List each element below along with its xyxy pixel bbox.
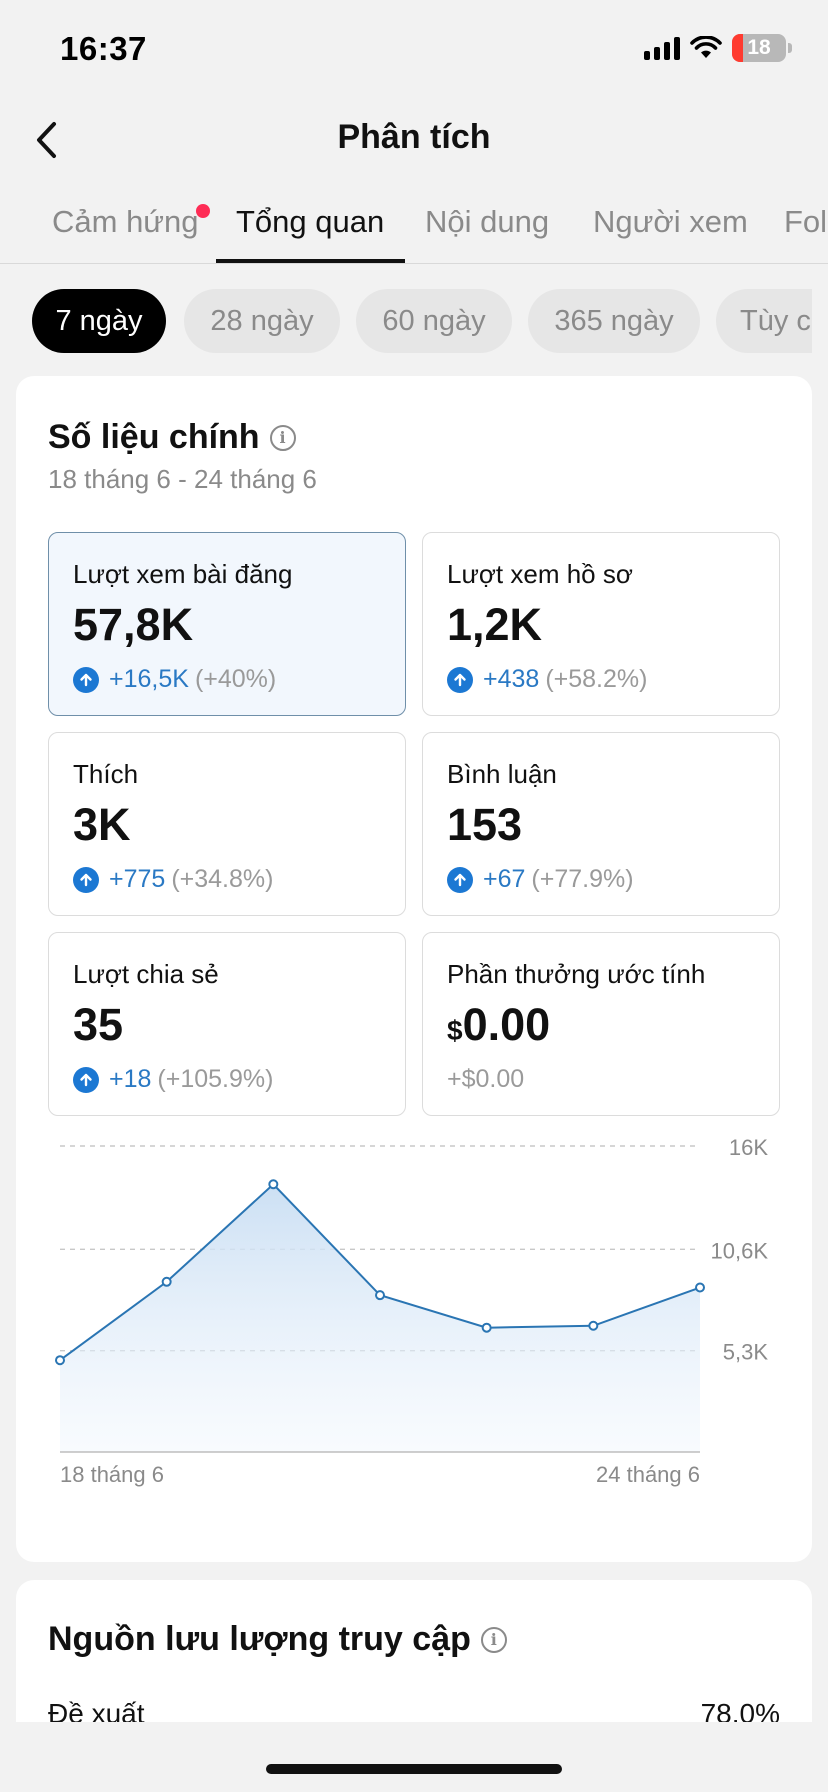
traffic-sources-header: Nguồn lưu lượng truy cập i: [48, 1620, 507, 1659]
metric-label: Thích: [73, 759, 139, 789]
metric-comments[interactable]: Bình luận 153 +67 (+77.9%): [422, 732, 780, 916]
notification-dot: [196, 204, 210, 218]
metric-value: 153: [447, 799, 523, 850]
metric-percent: (+105.9%): [157, 1065, 274, 1093]
status-time: 16:37: [60, 30, 147, 67]
arrow-up-icon: [447, 866, 473, 893]
metric-shares[interactable]: Lượt chia sẻ 35 +18 (+105.9%): [48, 932, 406, 1116]
tab-bar: Cảm hứng Tổng quan Nội dung Người xem Fo…: [0, 190, 828, 264]
metric-value: 1,2K: [447, 599, 543, 650]
tab-inspiration[interactable]: Cảm hứng: [52, 204, 199, 239]
metric-delta: +67: [483, 865, 526, 893]
metric-change: +16,5K (+40%): [73, 665, 276, 694]
post-views-chart: 16K 10,6K 5,3K 18 tháng 6 24 tháng 6: [55, 1136, 769, 1487]
metric-percent: (+58.2%): [545, 665, 648, 693]
metric-label: Lượt xem hồ sơ: [447, 559, 633, 589]
data-point: [161, 1276, 172, 1287]
battery-level: 18: [747, 36, 771, 59]
metric-post-views[interactable]: Lượt xem bài đăng 57,8K +16,5K (+40%): [48, 532, 406, 716]
date-range-label: 18 tháng 6 - 24 tháng 6: [48, 464, 317, 494]
metric-estimated-rewards[interactable]: Phần thưởng ước tính $0.00 +$0.00: [422, 932, 780, 1116]
metric-change: +18 (+105.9%): [73, 1065, 273, 1094]
header: Phân tích: [0, 100, 828, 180]
date-range-selector: 7 ngày 28 ngày 60 ngày 365 ngày Tùy ch: [32, 289, 812, 353]
page-title: Phân tích: [337, 118, 491, 156]
currency-symbol: $: [447, 1015, 463, 1046]
arrow-up-icon: [73, 1066, 99, 1093]
key-metrics-header: Số liệu chính i: [48, 418, 296, 457]
series-area: [60, 1184, 700, 1452]
range-custom[interactable]: Tùy ch: [716, 289, 812, 353]
metric-change: +$0.00: [447, 1065, 524, 1094]
metric-percent: (+77.9%): [531, 865, 634, 893]
metric-delta: +438: [483, 665, 540, 693]
x-tick-label: 24 tháng 6: [596, 1462, 700, 1487]
data-point: [588, 1320, 599, 1331]
active-tab-indicator: [216, 259, 405, 263]
data-point: [268, 1179, 279, 1190]
tab-followers[interactable]: Fol: [784, 204, 828, 239]
tab-overview[interactable]: Tổng quan: [236, 204, 385, 239]
chevron-left-icon: [37, 122, 56, 158]
data-point: [375, 1290, 385, 1301]
metric-delta: +$0.00: [447, 1065, 525, 1093]
key-metrics-card: Số liệu chính i 18 tháng 6 - 24 tháng 6 …: [16, 376, 812, 1562]
metric-percent: (+34.8%): [171, 865, 274, 893]
arrow-up-icon: [447, 666, 473, 693]
info-icon[interactable]: i: [269, 424, 296, 451]
bottom-safe-area: [0, 1722, 828, 1792]
data-point: [55, 1355, 65, 1366]
home-indicator: [266, 1764, 562, 1774]
range-60-days[interactable]: 60 ngày: [356, 289, 512, 353]
metric-label: Lượt xem bài đăng: [73, 559, 293, 589]
metric-change: +67 (+77.9%): [447, 865, 634, 894]
cellular-signal-icon: [644, 36, 680, 60]
metric-profile-views[interactable]: Lượt xem hồ sơ 1,2K +438 (+58.2%): [422, 532, 780, 716]
metric-likes[interactable]: Thích 3K +775 (+34.8%): [48, 732, 406, 916]
status-icons: 18: [644, 34, 792, 62]
arrow-up-icon: [73, 666, 99, 693]
metric-delta: +16,5K: [109, 665, 189, 693]
tab-content[interactable]: Nội dung: [425, 204, 550, 239]
back-button[interactable]: [26, 118, 66, 162]
metric-value: 35: [73, 999, 124, 1050]
arrow-up-icon: [73, 866, 99, 893]
metric-label: Bình luận: [447, 759, 557, 789]
key-metrics-title: Số liệu chính: [48, 418, 260, 456]
data-point: [481, 1322, 492, 1333]
range-7-days[interactable]: 7 ngày: [32, 289, 166, 353]
tab-viewers[interactable]: Người xem: [593, 204, 748, 239]
traffic-sources-title: Nguồn lưu lượng truy cập: [48, 1620, 471, 1658]
metric-change: +438 (+58.2%): [447, 665, 647, 694]
data-point: [695, 1282, 705, 1293]
x-tick-label: 18 tháng 6: [60, 1462, 164, 1487]
info-icon[interactable]: i: [480, 1626, 507, 1653]
metric-value: 57,8K: [73, 599, 194, 650]
y-tick-label: 10,6K: [711, 1238, 769, 1263]
y-tick-label: 16K: [729, 1136, 768, 1160]
metric-delta: +18: [109, 1065, 152, 1093]
range-28-days[interactable]: 28 ngày: [184, 289, 340, 353]
metric-value: $0.00: [447, 999, 550, 1051]
range-365-days[interactable]: 365 ngày: [528, 289, 700, 353]
metric-percent: (+40%): [194, 665, 277, 693]
reward-amount: 0.00: [462, 999, 551, 1050]
status-bar: 16:37 18: [0, 0, 828, 100]
battery-icon: 18: [732, 34, 786, 62]
metric-value: 3K: [73, 799, 131, 850]
wifi-icon: [690, 36, 722, 58]
metric-label: Phần thưởng ước tính: [447, 959, 706, 989]
y-tick-label: 5,3K: [723, 1340, 769, 1365]
metric-label: Lượt chia sẻ: [73, 959, 219, 989]
metric-change: +775 (+34.8%): [73, 865, 273, 894]
metric-delta: +775: [109, 865, 166, 893]
